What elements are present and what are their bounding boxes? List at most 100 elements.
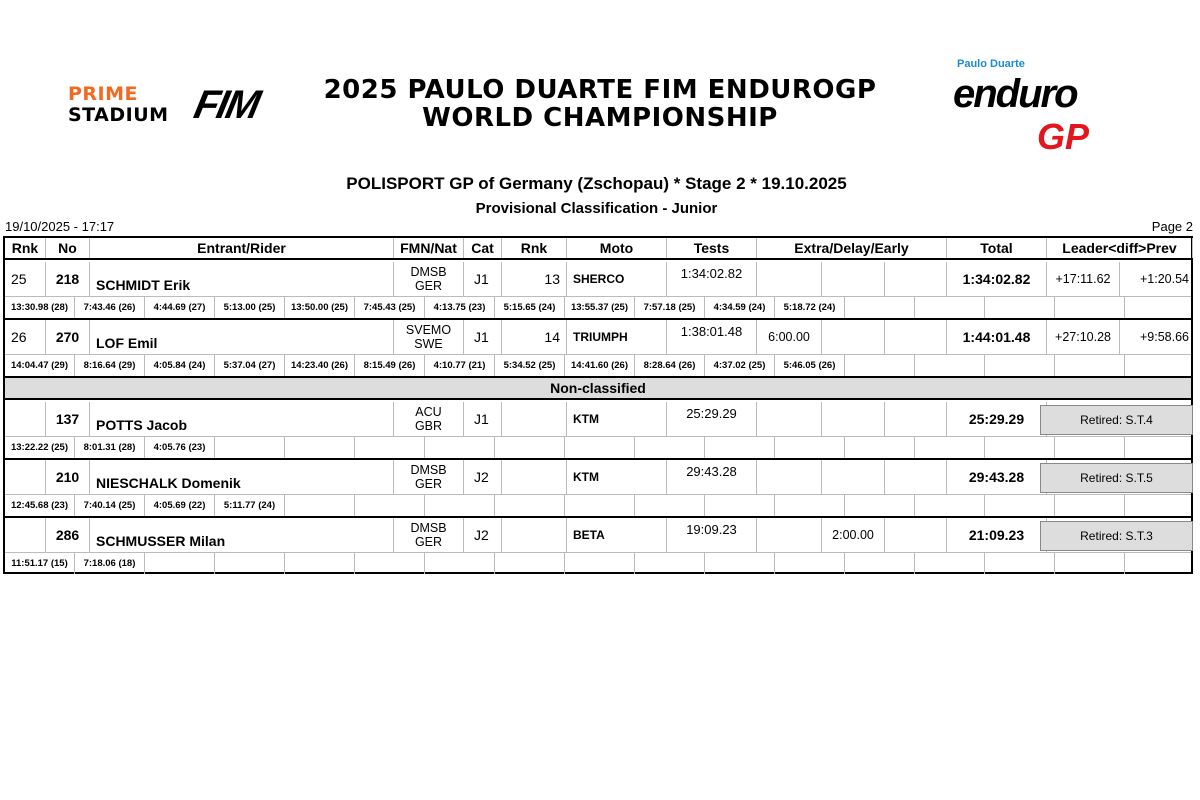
stage-time	[1055, 437, 1125, 458]
stage-time: 4:05.84 (24)	[145, 355, 215, 376]
stage-time	[915, 437, 985, 458]
stage-time	[1055, 355, 1125, 376]
column-header-fmn-nat: FMN/Nat	[394, 238, 464, 258]
stage-time	[1125, 297, 1193, 318]
stage-time: 5:13.00 (25)	[215, 297, 285, 318]
stage-time	[1055, 553, 1125, 574]
extra-time	[822, 262, 885, 296]
column-header-rank: Rnk	[5, 238, 46, 258]
tests-time: 29:43.28	[667, 460, 757, 494]
category-rank-cell: 13	[502, 262, 567, 296]
divider	[5, 354, 1191, 355]
category-cell: J1	[464, 402, 502, 436]
page-title: 2025 PAULO DUARTE FIM ENDUROGP WORLD CHA…	[300, 76, 900, 132]
fmn-nat-text: DMSB	[410, 521, 447, 535]
divider	[5, 436, 1191, 437]
stage-time	[985, 355, 1055, 376]
stage-time: 8:16.64 (29)	[75, 355, 145, 376]
tests-time: 1:38:01.48	[667, 320, 757, 354]
stage-time	[565, 553, 635, 574]
rider-number: 286	[46, 518, 90, 552]
title-line-1: 2025 PAULO DUARTE FIM ENDUROGP	[323, 75, 877, 105]
column-header-category-rank: Rnk	[502, 238, 567, 258]
stage-time	[705, 553, 775, 574]
stage-time	[1125, 495, 1193, 516]
stage-time	[495, 437, 565, 458]
stage-time	[425, 553, 495, 574]
extra-time	[885, 402, 947, 436]
stage-time	[355, 553, 425, 574]
total-time: 25:29.29	[947, 402, 1047, 436]
divider	[5, 516, 1191, 518]
stage-time: 7:57.18 (25)	[635, 297, 705, 318]
rider-name: SCHMIDT Erik	[90, 262, 394, 296]
stage-time: 7:43.46 (26)	[75, 297, 145, 318]
fmn-nat-text: SWE	[414, 337, 443, 351]
moto-cell: SHERCO	[567, 262, 667, 296]
prev-gap: +1:20.54	[1139, 272, 1189, 286]
stage-time: 7:18.06 (18)	[75, 553, 145, 574]
fmn-nat-text: DMSB	[410, 463, 447, 477]
rank-cell	[5, 402, 46, 436]
moto-cell: KTM	[567, 460, 667, 494]
stage-time: 13:22.22 (25)	[5, 437, 75, 458]
stage-time	[985, 553, 1055, 574]
stage-time	[775, 437, 845, 458]
divider	[5, 318, 1191, 320]
total-time: 21:09.23	[947, 518, 1047, 552]
stage-time	[1055, 297, 1125, 318]
leader-gap: +27:10.28	[1047, 320, 1120, 354]
column-header-moto: Moto	[567, 238, 667, 258]
stage-time: 4:34.59 (24)	[705, 297, 775, 318]
stage-time: 4:44.69 (27)	[145, 297, 215, 318]
page-number: Page 2	[1151, 219, 1193, 234]
rank-cell	[5, 460, 46, 494]
retired-status: Retired: S.T.5	[1040, 463, 1193, 493]
fmn-nat-text: SVEMO	[405, 323, 452, 337]
rider-name: LOF Emil	[90, 320, 394, 354]
stage-time: 14:23.40 (26)	[285, 355, 355, 376]
stage-time	[915, 355, 985, 376]
stage-time	[285, 553, 355, 574]
extra-time	[885, 460, 947, 494]
rank-cell: 25	[5, 262, 46, 296]
divider	[5, 552, 1191, 553]
stage-time	[215, 553, 285, 574]
stage-time	[1125, 437, 1193, 458]
stage-time	[915, 553, 985, 574]
extra-time: 2:00.00	[822, 518, 885, 552]
stage-time: 14:04.47 (29)	[5, 355, 75, 376]
rider-number: 137	[46, 402, 90, 436]
extra-time	[757, 402, 822, 436]
fmn-nat-text: GER	[414, 477, 443, 491]
leader-gap: +17:11.62	[1047, 262, 1120, 296]
stage-time	[1125, 355, 1193, 376]
stage-time: 4:10.77 (21)	[425, 355, 495, 376]
classification-subtitle: Provisional Classification - Junior	[475, 200, 718, 217]
divider	[5, 376, 1191, 378]
rider-number: 270	[46, 320, 90, 354]
stage-time	[845, 553, 915, 574]
total-time: 29:43.28	[947, 460, 1047, 494]
rider-name: SCHMUSSER Milan	[90, 518, 394, 552]
category-cell: J1	[464, 262, 502, 296]
divider	[5, 494, 1191, 495]
stage-time: 5:11.77 (24)	[215, 495, 285, 516]
column-header-extra: Extra/Delay/Early	[757, 238, 947, 258]
retired-status: Retired: S.T.3	[1040, 521, 1193, 551]
stage-time: 13:50.00 (25)	[285, 297, 355, 318]
category-cell: J1	[464, 320, 502, 354]
stage-time	[425, 495, 495, 516]
stage-time	[145, 553, 215, 574]
category-rank-cell	[502, 518, 567, 552]
logo-text: STADIUM	[68, 104, 169, 126]
stage-time: 13:55.37 (25)	[565, 297, 635, 318]
fmn-nat-text: ACU	[415, 405, 442, 419]
retired-status: Retired: S.T.4	[1040, 405, 1193, 435]
stage-time: 7:45.43 (25)	[355, 297, 425, 318]
extra-time	[885, 320, 947, 354]
stage-time	[845, 495, 915, 516]
extra-time	[885, 518, 947, 552]
stage-time	[565, 437, 635, 458]
